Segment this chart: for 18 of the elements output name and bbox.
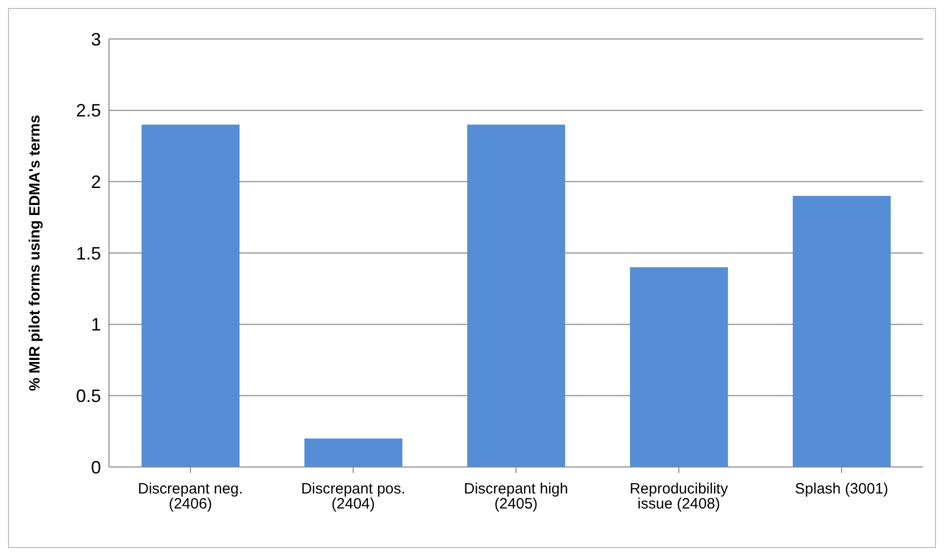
y-tick-label: 1.5	[76, 243, 101, 264]
bar	[467, 124, 566, 467]
bar	[792, 196, 891, 467]
bar	[304, 438, 402, 467]
x-tick-label: Discrepant high (2405)	[464, 480, 568, 513]
y-tick-label: 2	[90, 172, 101, 192]
bar	[142, 124, 240, 467]
bar	[630, 267, 728, 467]
y-tick-label: 2.5	[76, 100, 101, 121]
x-tick-label: Discrepant pos. (2404)	[301, 480, 406, 513]
y-tick-label: 0.5	[76, 386, 101, 406]
x-tick-label: Reproducibility issue (2408)	[630, 480, 728, 513]
x-tick-label: Discrepant neg. (2406)	[138, 480, 243, 513]
y-tick-label: 1	[90, 314, 101, 335]
y-tick-label: 0	[90, 457, 101, 478]
y-tick-label: 3	[90, 29, 101, 50]
y-axis-title: % MIR pilot forms using EDMA's terms	[26, 114, 44, 392]
x-tick-label: Splash (3001)	[794, 480, 888, 498]
